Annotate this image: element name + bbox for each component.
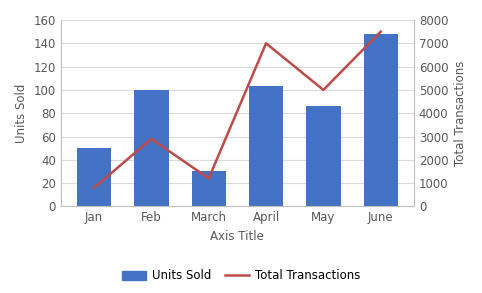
Line: Total Transactions: Total Transactions (94, 32, 381, 188)
Bar (249, 86, 283, 207)
Bar (306, 106, 341, 207)
Total Transactions (263, 42, 269, 45)
Y-axis label: Total Transactions: Total Transactions (454, 61, 467, 166)
Total Transactions (321, 88, 326, 92)
X-axis label: Axis Title: Axis Title (211, 230, 264, 243)
Total Transactions (378, 30, 384, 33)
Y-axis label: Units Sold: Units Sold (15, 84, 28, 143)
Bar (134, 90, 169, 207)
Total Transactions (148, 137, 154, 141)
Legend: Units Sold, Total Transactions: Units Sold, Total Transactions (117, 265, 365, 287)
Total Transactions (206, 177, 212, 180)
Bar (363, 34, 398, 207)
Total Transactions (91, 186, 97, 190)
Bar (191, 171, 226, 207)
Bar (77, 148, 111, 207)
